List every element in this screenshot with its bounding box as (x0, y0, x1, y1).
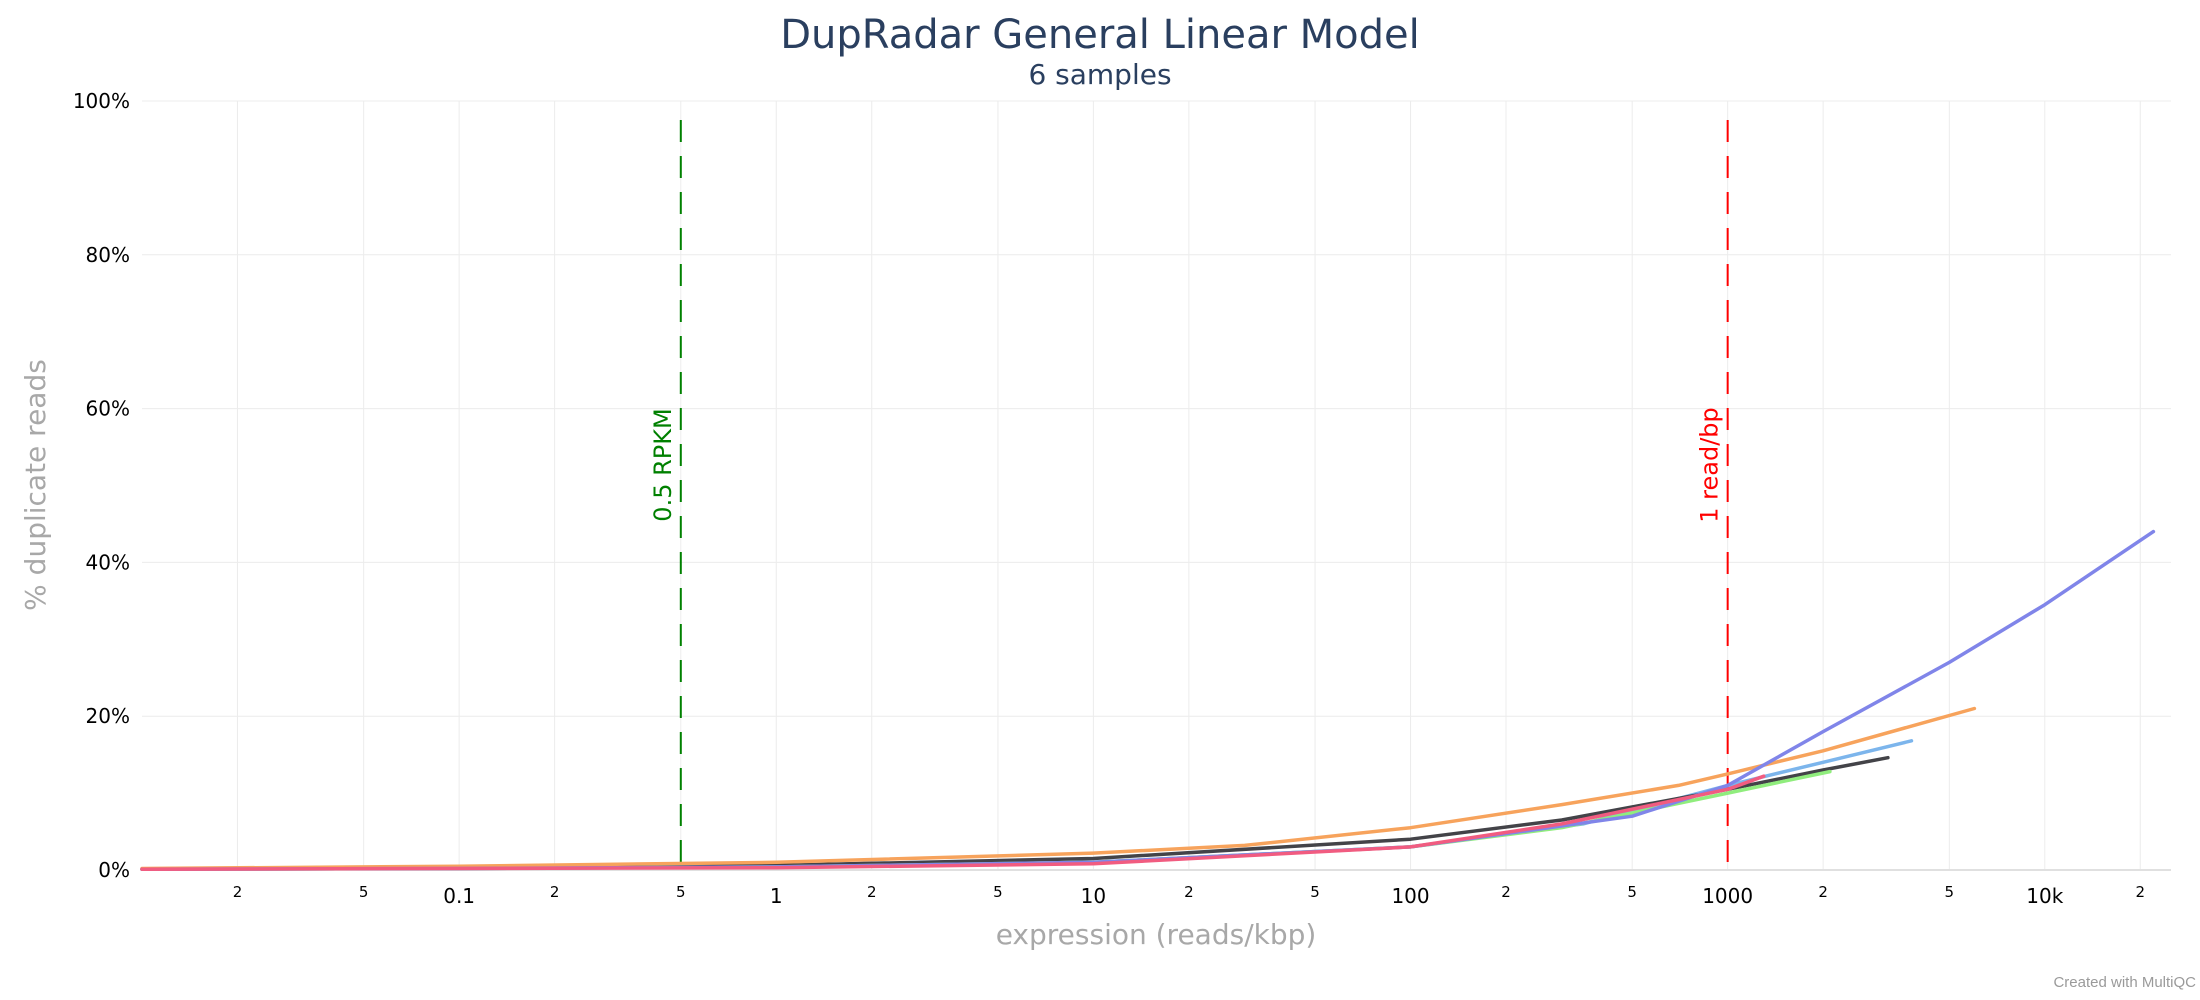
x-tick-label: 100 (1391, 884, 1429, 908)
grid (142, 100, 2171, 871)
chart-subtitle: 6 samples (1028, 58, 1171, 91)
y-tick-label: 20% (86, 704, 130, 728)
y-tick-label: 100% (73, 89, 130, 113)
x-minor-tick-label: 5 (359, 883, 369, 901)
series-line-4[interactable] (140, 706, 1977, 871)
x-minor-tick-label: 2 (233, 883, 243, 901)
x-minor-tick-label: 5 (1627, 883, 1637, 901)
x-minor-tick-label: 2 (1184, 883, 1194, 901)
x-tick-label: 1 (770, 884, 783, 908)
x-minor-tick-label: 2 (550, 883, 560, 901)
credit-text[interactable]: Created with MultiQC (2053, 974, 2196, 991)
y-axis-ticks: 0% 20% 40% 60% 80% 100% (73, 89, 130, 882)
y-tick-label: 40% (86, 550, 130, 574)
chart-title: DupRadar General Linear Model (780, 12, 1420, 58)
y-tick-label: 0% (98, 858, 130, 882)
x-minor-tick-label: 2 (867, 883, 877, 901)
series-line-6[interactable] (140, 774, 1766, 871)
reference-line-label: 0.5 RPKM (649, 408, 677, 521)
y-tick-label: 80% (86, 243, 130, 267)
x-axis-ticks: 0.1 1 10 100 1000 10k 2 5 2 5 2 5 2 5 2 5 2 5 2 (233, 883, 2145, 908)
y-axis-title: % duplicate reads (19, 359, 52, 611)
x-minor-tick-label: 2 (1818, 883, 1828, 901)
x-minor-tick-label: 5 (1945, 883, 1955, 901)
x-tick-label: 10 (1081, 884, 1106, 908)
x-tick-label: 0.1 (443, 884, 475, 908)
series-line-5[interactable] (140, 529, 2156, 871)
reference-line-label: 1 read/bp (1696, 407, 1724, 523)
x-minor-tick-label: 5 (676, 883, 686, 901)
series-lines[interactable] (140, 529, 2156, 871)
x-minor-tick-label: 5 (1310, 883, 1320, 901)
x-minor-tick-label: 5 (993, 883, 1003, 901)
x-axis-title: expression (reads/kbp) (996, 918, 1317, 951)
reference-lines: 0.5 RPKM 1 read/bp (649, 120, 1729, 870)
x-tick-label: 10k (2026, 884, 2063, 908)
x-tick-label: 1000 (1702, 884, 1753, 908)
x-minor-tick-label: 2 (1501, 883, 1511, 901)
y-tick-label: 60% (86, 397, 130, 421)
x-minor-tick-label: 2 (2135, 883, 2145, 901)
